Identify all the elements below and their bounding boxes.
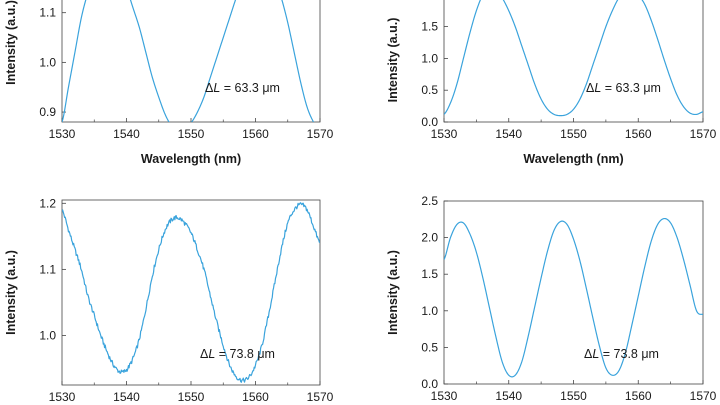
x-tick-label: 1570 <box>307 390 334 404</box>
plot-frame <box>443 200 704 385</box>
x-tick-label: 1530 <box>49 390 76 404</box>
y-tick-label: 0.0 <box>421 377 438 391</box>
y-tick-label: 2.0 <box>421 231 438 245</box>
chart-panel-1: 1530 1540 1550 1560 1570 0.9 1.0 1.1 Wavelength … <box>4 0 334 166</box>
plot-frame <box>61 0 321 123</box>
x-tick-label: 1550 <box>560 127 587 141</box>
y-axis-title: Intensity (a.u.) <box>386 18 400 103</box>
delta-l-annotation: ΔL = 63.3 μm <box>205 81 280 95</box>
x-tick-label: 1550 <box>560 389 587 403</box>
y-tick-label: 1.0 <box>421 51 438 65</box>
y-tick-label: 1.0 <box>421 304 438 318</box>
series-line <box>444 0 703 117</box>
x-tick-label: 1540 <box>113 127 140 141</box>
x-axis-title: Wavelength (nm) <box>141 152 241 166</box>
x-tick-label: 1530 <box>431 127 458 141</box>
x-tick-label: 1550 <box>178 127 205 141</box>
y-tick-label: 1.1 <box>39 6 56 20</box>
x-tick-label: 1560 <box>242 390 269 404</box>
y-axis-title: Intensity (a.u.) <box>4 250 18 335</box>
series-line <box>444 217 703 378</box>
x-tick-label: 1560 <box>625 127 652 141</box>
x-tick-label: 1570 <box>690 389 717 403</box>
delta-l-annotation: ΔL = 63.3 μm <box>586 81 661 95</box>
series-line <box>62 202 320 383</box>
y-tick-label: 1.2 <box>39 196 56 210</box>
x-tick-label: 1560 <box>625 389 652 403</box>
y-tick-label: 0.5 <box>421 83 438 97</box>
chart-panel-4: 1530 1540 1550 1560 1570 0.0 0.5 1.0 1.5 2.0 2.5 In… <box>386 194 717 403</box>
x-tick-label: 1530 <box>49 127 76 141</box>
x-tick-label: 1530 <box>431 389 458 403</box>
y-tick-label: 2.5 <box>421 194 438 208</box>
y-tick-label: 0.0 <box>421 115 438 129</box>
y-tick-label: 1.5 <box>421 20 438 34</box>
y-tick-label: 0.9 <box>39 105 56 119</box>
x-tick-label: 1540 <box>495 389 522 403</box>
x-tick-label: 1570 <box>690 127 717 141</box>
x-tick-label: 1570 <box>307 127 334 141</box>
chart-panel-2: 1530 1540 1550 1560 1570 0.0 0.5 1.0 1.5 Waveleng… <box>386 0 717 166</box>
y-tick-label: 1.5 <box>421 267 438 281</box>
series-line <box>62 0 315 122</box>
plot-frame <box>61 199 321 386</box>
delta-l-annotation: ΔL = 73.8 μm <box>200 347 275 361</box>
x-tick-label: 1560 <box>242 127 269 141</box>
x-tick-label: 1540 <box>113 390 140 404</box>
chart-panel-3: 1530 1540 1550 1560 1570 1.0 1.1 1.2 Intensity (… <box>4 196 334 404</box>
x-axis-title: Wavelength (nm) <box>523 152 623 166</box>
y-tick-label: 1.0 <box>39 328 56 342</box>
x-tick-label: 1550 <box>178 390 205 404</box>
delta-l-annotation: ΔL = 73.8 μm <box>584 347 659 361</box>
y-tick-label: 1.0 <box>39 55 56 69</box>
y-tick-label: 0.5 <box>421 340 438 354</box>
y-tick-label: 1.1 <box>39 262 56 276</box>
x-tick-label: 1540 <box>495 127 522 141</box>
y-axis-title: Intensity (a.u.) <box>386 250 400 335</box>
y-axis-title: Intensity (a.u.) <box>4 0 18 85</box>
